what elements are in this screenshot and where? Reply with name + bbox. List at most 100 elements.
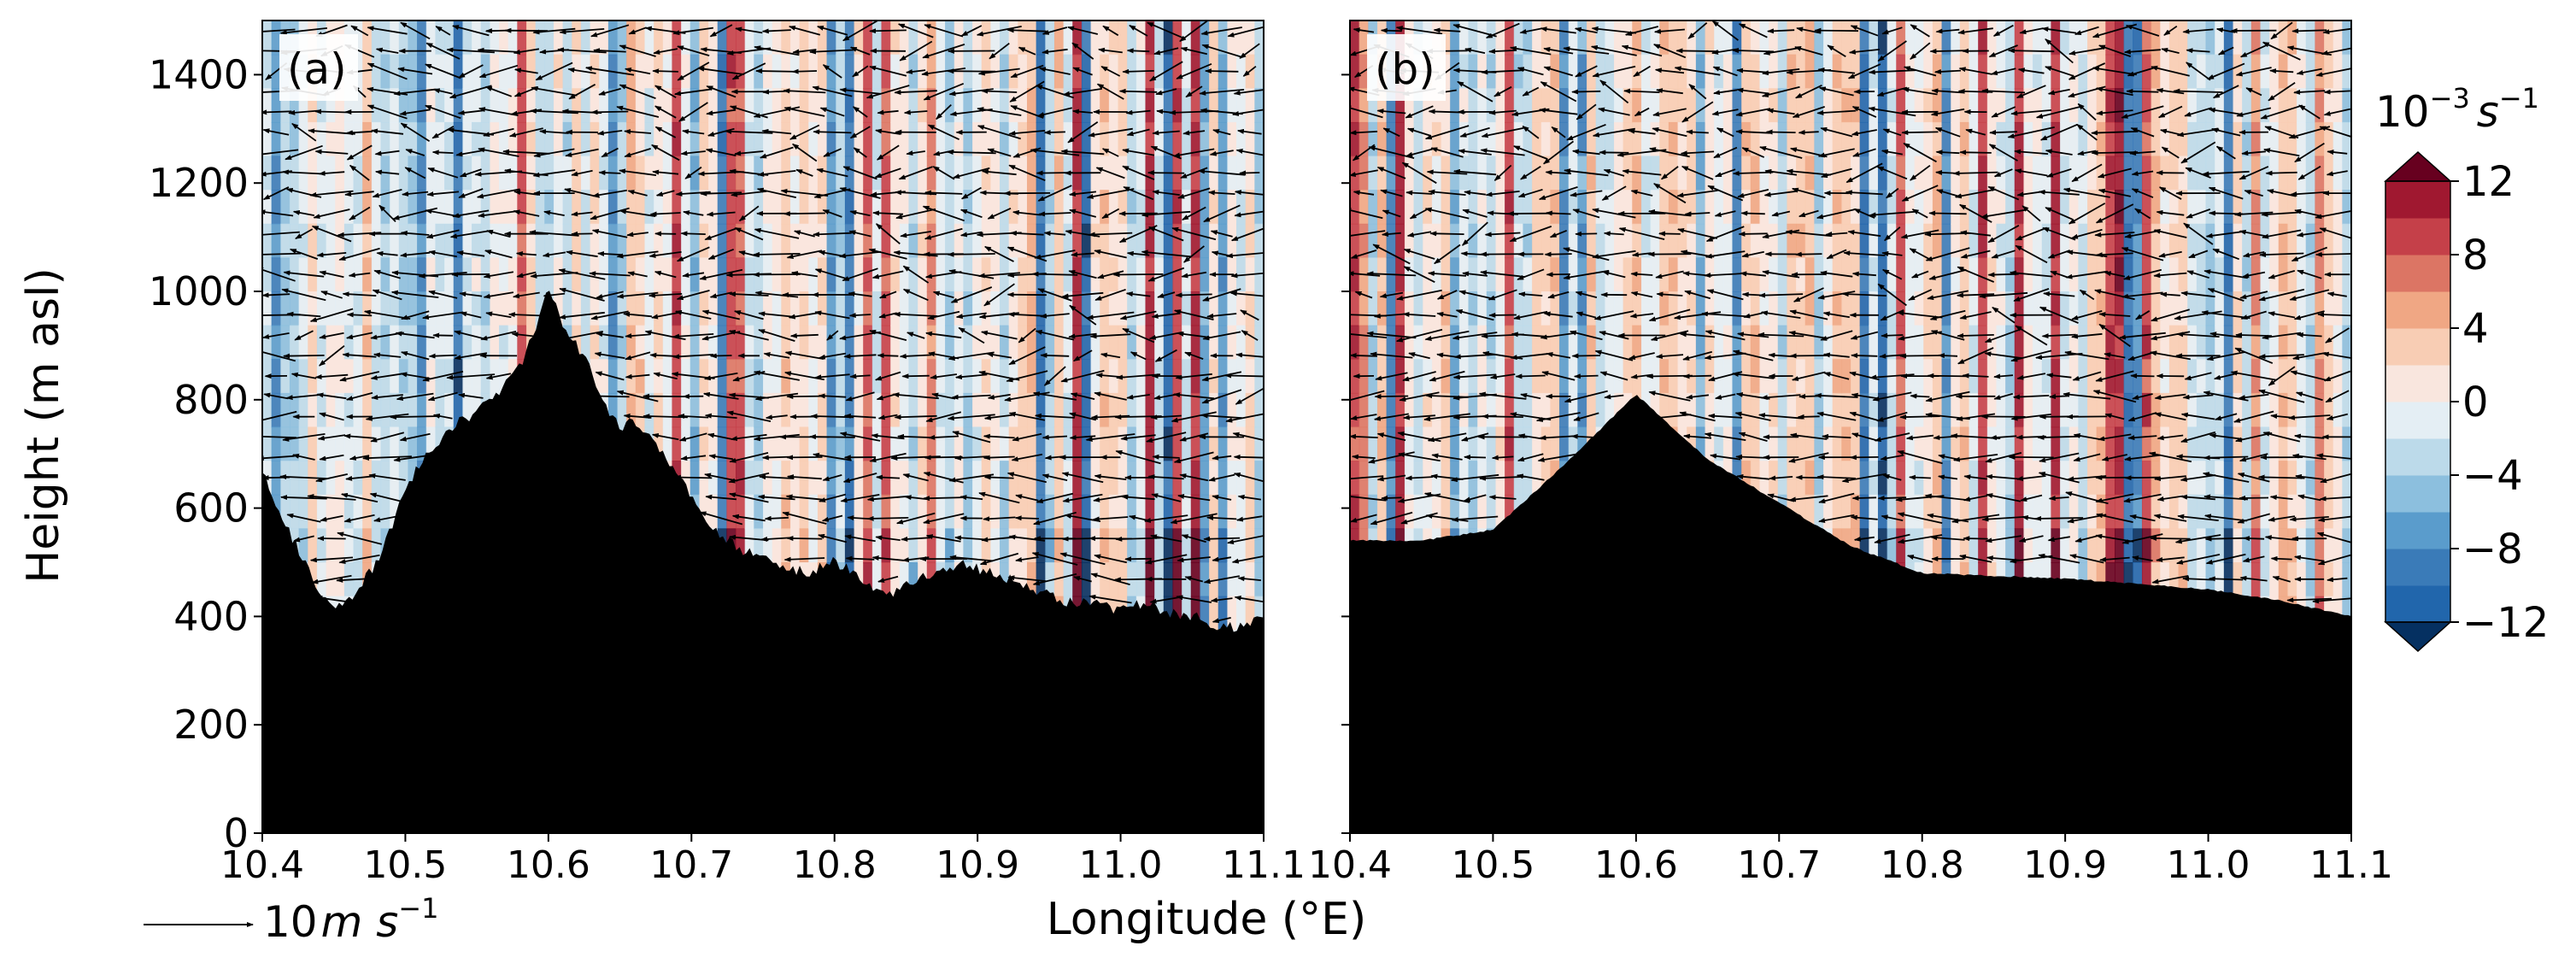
field-cell	[562, 88, 573, 123]
field-cell	[945, 190, 955, 225]
field-cell	[417, 156, 427, 191]
field-cell	[1000, 54, 1010, 90]
field-cell	[590, 190, 601, 225]
field-cell	[1605, 121, 1615, 157]
field-cell	[1008, 156, 1019, 191]
field-cell	[890, 528, 901, 563]
field-cell	[972, 426, 983, 461]
field-cell	[398, 190, 409, 225]
field-cell	[1613, 121, 1624, 157]
field-cell	[1127, 426, 1137, 461]
wind-vector	[843, 353, 877, 359]
field-cell	[453, 121, 464, 157]
wind-vector	[532, 27, 576, 35]
field-cell	[1118, 291, 1128, 326]
wind-vector	[459, 168, 482, 178]
wind-vector	[362, 455, 412, 461]
field-cell	[926, 88, 937, 123]
field-cell	[1368, 426, 1378, 461]
field-cell	[1000, 190, 1010, 225]
wind-vector	[923, 82, 965, 101]
field-cell	[1468, 291, 1478, 326]
field-cell	[517, 291, 527, 326]
field-cell	[936, 528, 946, 563]
wind-vector	[842, 166, 877, 180]
field-cell	[1477, 494, 1488, 530]
field-cell	[316, 223, 327, 259]
field-cell	[1869, 223, 1879, 259]
field-cell	[1063, 21, 1074, 56]
field-cell	[926, 291, 937, 326]
field-cell	[1254, 190, 1264, 225]
wind-vector	[899, 40, 933, 62]
wind-vector	[706, 109, 736, 116]
field-cell	[326, 325, 337, 361]
field-cell	[1622, 291, 1634, 326]
field-cell	[390, 325, 400, 361]
field-cell	[908, 392, 918, 428]
field-cell	[425, 291, 437, 326]
wind-vector	[262, 455, 295, 461]
field-cell	[490, 121, 500, 157]
wind-vector	[571, 231, 593, 237]
field-cell	[1018, 562, 1028, 597]
field-cell	[1254, 596, 1264, 631]
field-cell	[607, 291, 619, 326]
field-cell	[298, 190, 309, 225]
field-cell	[772, 392, 783, 428]
field-cell	[990, 426, 1000, 461]
field-cell	[408, 461, 418, 496]
wind-vector	[317, 434, 346, 441]
field-cell	[1650, 88, 1661, 123]
field-cell	[408, 121, 418, 157]
field-cell	[1063, 528, 1074, 563]
wind-vector	[395, 331, 435, 339]
wind-vector	[593, 48, 626, 54]
field-cell	[1190, 88, 1201, 123]
field-cell	[1063, 190, 1074, 225]
field-cell	[854, 392, 864, 428]
field-cell	[1135, 426, 1147, 461]
field-cell	[908, 461, 918, 496]
wind-vector	[903, 109, 928, 115]
wind-vector	[374, 150, 400, 156]
wind-vector	[783, 88, 826, 94]
field-cell	[1705, 190, 1715, 225]
field-cell	[1458, 426, 1470, 461]
field-cell	[789, 494, 801, 530]
field-cell	[1622, 54, 1634, 90]
field-cell	[1036, 461, 1047, 496]
field-cell	[1869, 461, 1879, 496]
wind-vector	[753, 251, 801, 257]
field-cell	[408, 88, 418, 123]
wind-vector	[729, 452, 769, 463]
field-cell	[1200, 291, 1210, 326]
wind-vector	[452, 209, 490, 219]
field-cell	[308, 325, 318, 361]
field-cell	[954, 88, 965, 123]
field-cell	[453, 190, 464, 225]
field-cell	[963, 88, 973, 123]
field-cell	[298, 325, 309, 361]
field-cell	[1200, 562, 1210, 597]
wind-vector	[899, 353, 932, 359]
wind-vector	[683, 210, 704, 216]
field-cell	[1613, 291, 1624, 326]
field-cell	[826, 426, 837, 461]
field-cell	[1090, 426, 1101, 461]
field-cell	[562, 121, 573, 157]
wind-vector	[704, 227, 738, 241]
field-cell	[1154, 426, 1165, 461]
field-cell	[289, 257, 300, 292]
field-cell	[708, 121, 719, 157]
field-cell	[1769, 21, 1779, 56]
field-cell	[1687, 291, 1697, 326]
field-cell	[1000, 121, 1010, 157]
wind-vector	[371, 128, 404, 135]
field-cell	[708, 88, 719, 123]
wind-vector	[875, 535, 901, 541]
field-cell	[844, 291, 855, 326]
field-cell	[863, 54, 873, 90]
field-cell	[1350, 21, 1360, 56]
wind-vector	[699, 511, 743, 526]
